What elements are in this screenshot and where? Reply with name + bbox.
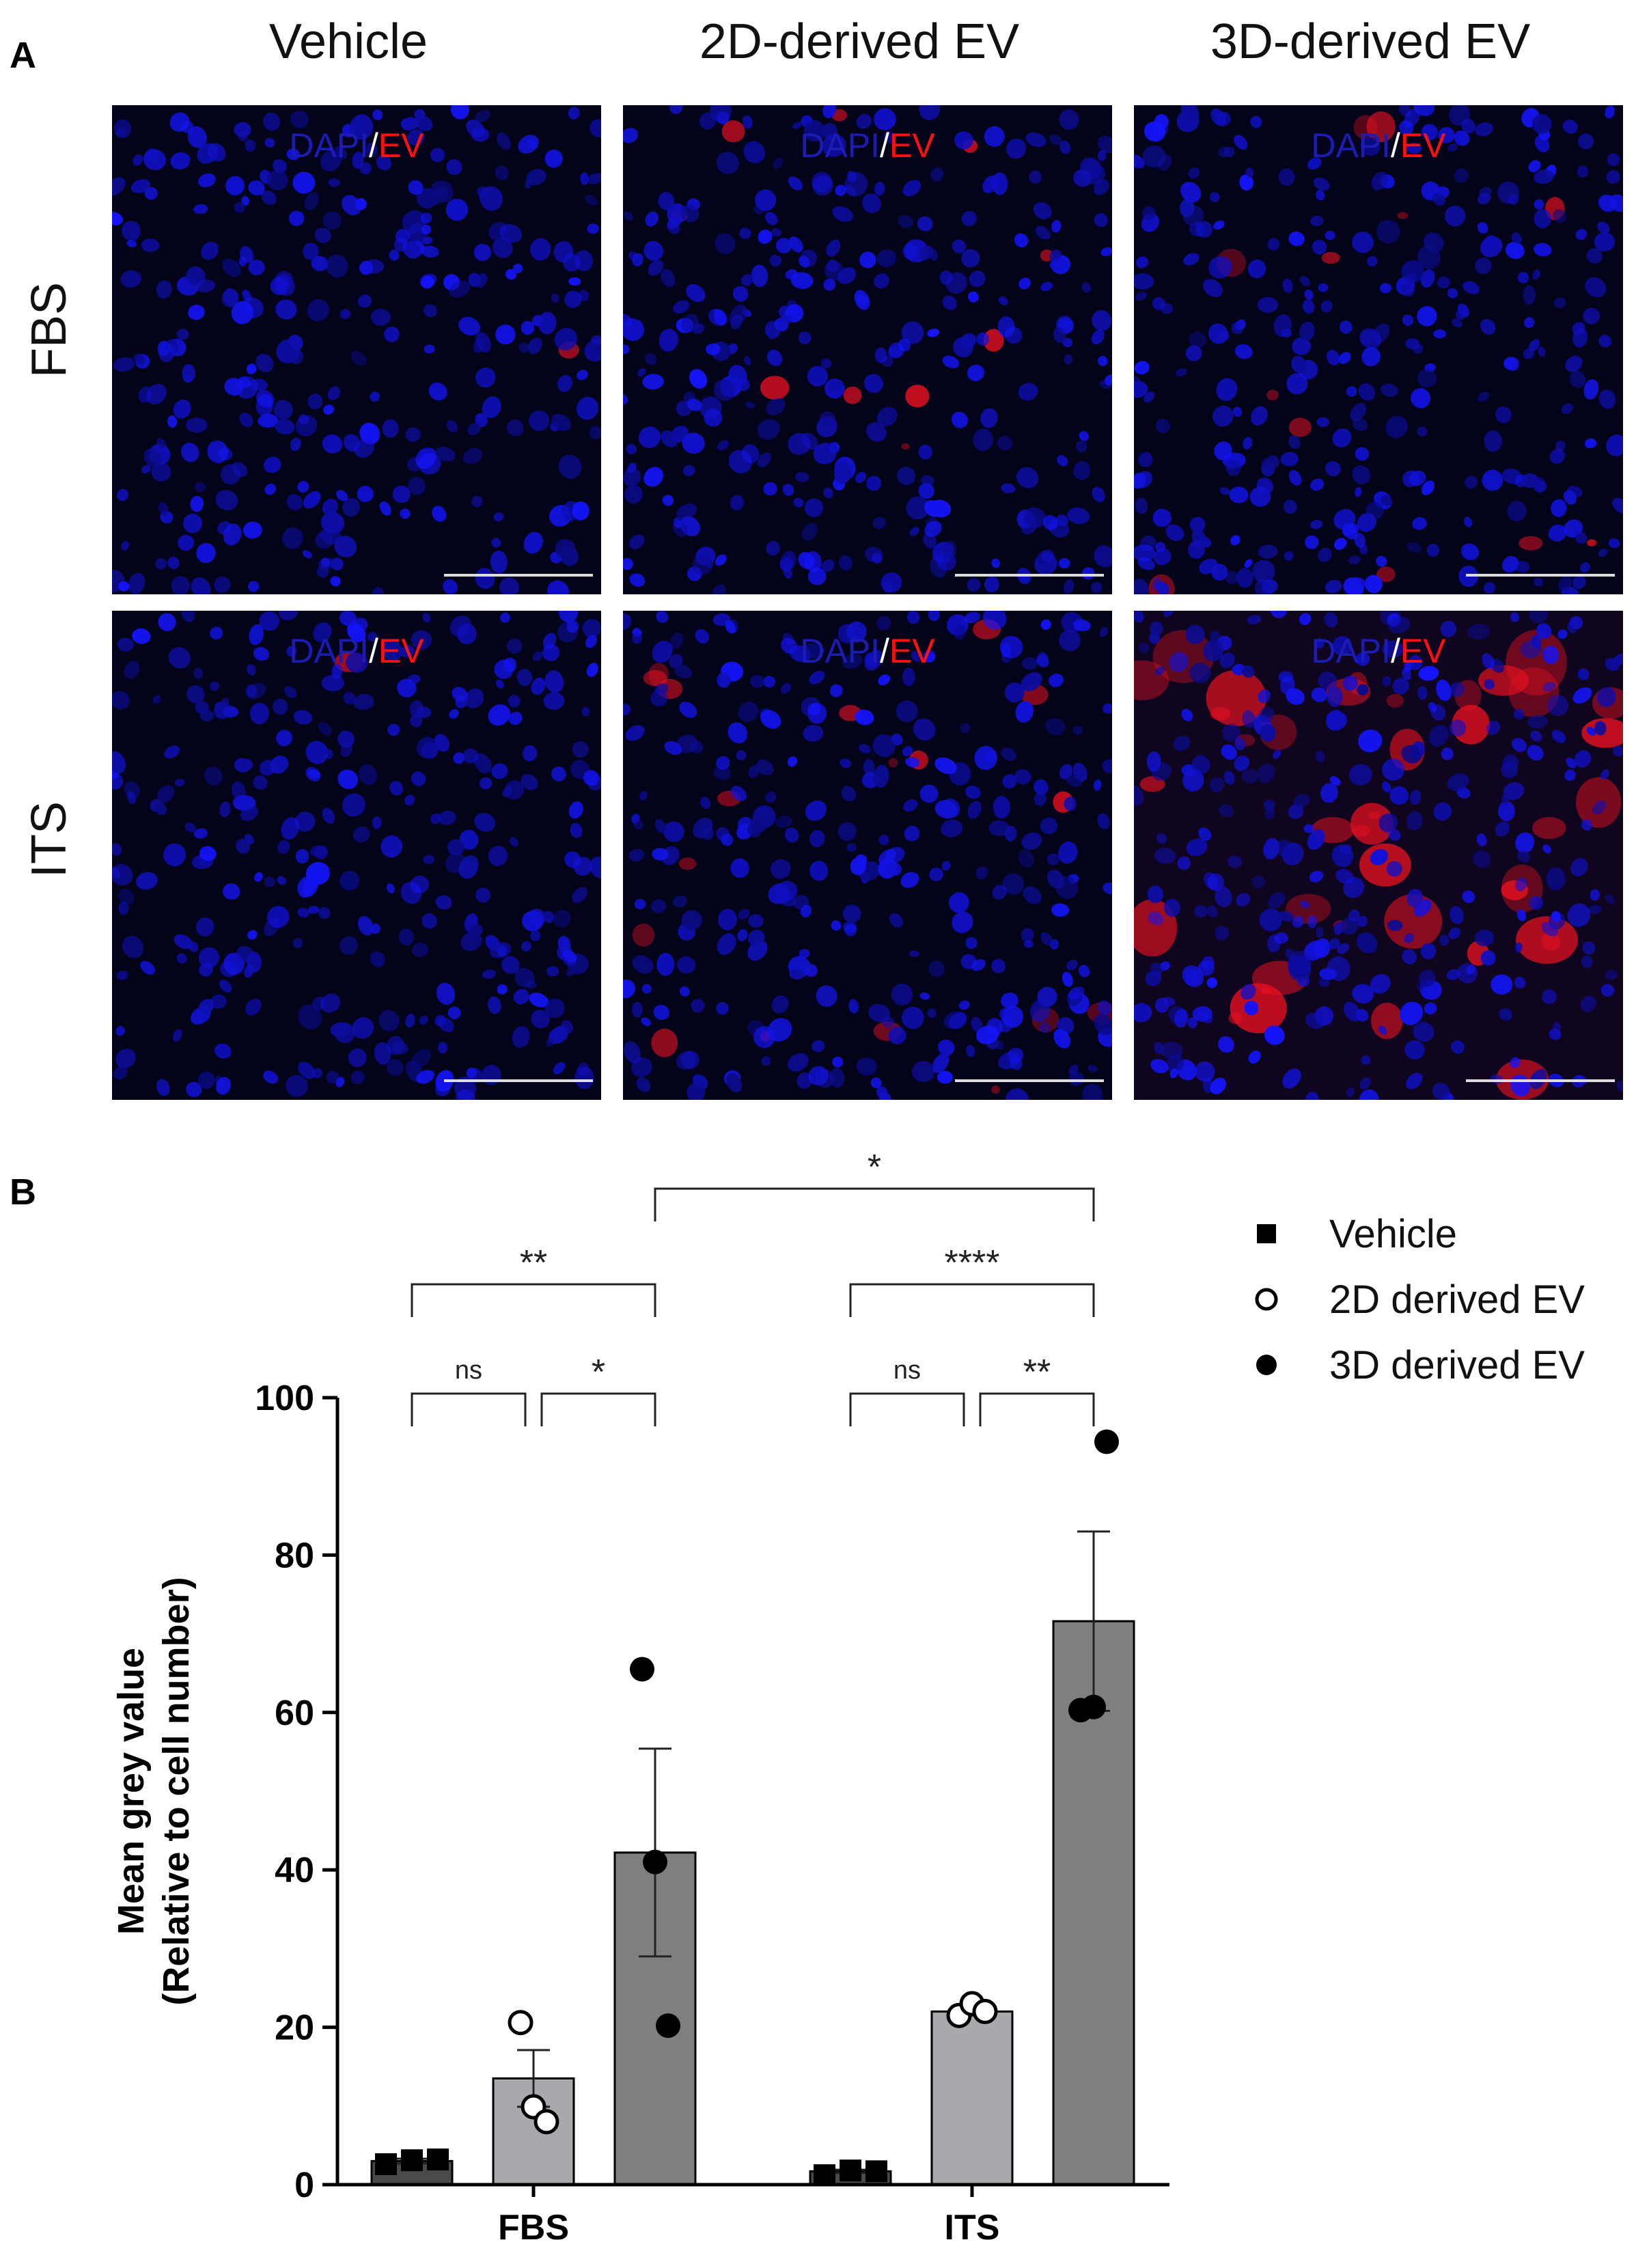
stain-label-slash: /	[369, 126, 378, 165]
significance-bracket-3	[849, 1392, 965, 1426]
stain-label: DAPI/EV	[1134, 126, 1623, 165]
stain-label-ev: EV	[378, 126, 424, 165]
legend-marker-2	[1256, 1355, 1277, 1375]
micrograph-cells	[1134, 611, 1623, 1100]
stain-label-ev: EV	[889, 126, 935, 165]
micrograph-fbs-2d-ev: DAPI/EV	[623, 105, 1112, 594]
y-axis-label-line2: (Relative to cell number)	[156, 1577, 197, 2005]
point-0-0-2	[427, 2148, 449, 2171]
y-tick-label-40: 40	[275, 1851, 314, 1890]
panel-a-letter: A	[10, 35, 36, 76]
significance-label-3: ns	[893, 1356, 921, 1385]
stain-label-slash: /	[880, 126, 889, 165]
x-tick-label-ITS: ITS	[945, 2208, 1000, 2248]
y-tick-label-0: 0	[294, 2166, 314, 2205]
point-2-1-1	[1081, 1694, 1106, 1719]
bar-chart: 0 20 40 60 80 100 FBS ITS Mean grey value (Relati…	[111, 1148, 1585, 2248]
scale-bar	[955, 574, 1104, 577]
stain-label: DAPI/EV	[623, 126, 1112, 165]
stain-label-dapi: DAPI	[1311, 632, 1391, 670]
point-0-0-1	[401, 2149, 423, 2172]
micrograph-its-3d-ev: DAPI/EV	[1134, 611, 1623, 1100]
y-axis-label-line1: Mean grey value	[111, 1648, 152, 1935]
y-tick-label-20: 20	[275, 2008, 314, 2048]
point-1-1-2	[972, 1999, 998, 2025]
point-0-1-1	[840, 2159, 861, 2182]
bar-1-1	[930, 2010, 1014, 2186]
y-tick-label-60: 60	[275, 1693, 314, 1733]
significance-label-2: **	[520, 1243, 547, 1283]
scale-bar	[444, 1079, 593, 1082]
stain-label-dapi: DAPI	[289, 632, 370, 670]
stain-label: DAPI/EV	[112, 126, 601, 165]
stain-label-slash: /	[1391, 126, 1400, 165]
micrograph-cells	[112, 105, 601, 594]
stain-label: DAPI/EV	[112, 631, 601, 671]
legend-marker-0	[1257, 1224, 1276, 1243]
significance-bracket-0	[411, 1392, 527, 1426]
micrograph-cells	[623, 105, 1112, 594]
stain-label-slash: /	[880, 632, 889, 670]
point-1-0-0	[508, 2010, 534, 2036]
row-header-its: ITS	[22, 801, 77, 879]
point-0-1-0	[814, 2164, 835, 2187]
stain-label-dapi: DAPI	[1311, 126, 1391, 165]
significance-bracket-6	[654, 1187, 1095, 1221]
micrograph-cells	[623, 611, 1112, 1100]
stain-label-ev: EV	[889, 632, 935, 670]
point-0-1-2	[865, 2160, 887, 2183]
legend-label-0: Vehicle	[1329, 1212, 1457, 1256]
micrograph-its-vehicle: DAPI/EV	[112, 611, 601, 1100]
column-header-3d-ev: 3D-derived EV	[1210, 14, 1531, 69]
significance-label-0: ns	[455, 1356, 482, 1385]
stain-label-dapi: DAPI	[800, 126, 881, 165]
scale-bar	[1466, 1079, 1615, 1082]
stain-label-ev: EV	[378, 632, 424, 670]
significance-bracket-4	[979, 1392, 1095, 1426]
micrograph-fbs-3d-ev: DAPI/EV	[1134, 105, 1623, 594]
stain-label-dapi: DAPI	[800, 632, 881, 670]
point-2-0-1	[643, 1849, 667, 1875]
stain-label-slash: /	[1391, 632, 1400, 670]
stain-label-ev: EV	[1400, 126, 1446, 165]
row-header-fbs: FBS	[22, 281, 77, 378]
significance-bracket-5	[849, 1283, 1095, 1317]
stain-label: DAPI/EV	[1134, 631, 1623, 671]
x-tick-label-FBS: FBS	[498, 2208, 569, 2248]
significance-label-4: **	[1023, 1353, 1051, 1392]
point-2-0-2	[656, 2013, 680, 2038]
significance-bracket-1	[540, 1392, 656, 1426]
significance-label-5: ****	[945, 1243, 1000, 1283]
micrograph-fbs-vehicle: DAPI/EV	[112, 105, 601, 594]
micrograph-cells	[112, 611, 601, 1100]
significance-label-1: *	[592, 1353, 605, 1392]
scale-bar	[955, 1079, 1104, 1082]
column-header-vehicle: Vehicle	[268, 14, 428, 69]
stain-label: DAPI/EV	[623, 631, 1112, 671]
stain-label-dapi: DAPI	[289, 126, 370, 165]
point-2-0-0	[630, 1657, 654, 1682]
point-0-0-0	[375, 2153, 397, 2176]
legend-label-1: 2D derived EV	[1329, 1277, 1585, 1322]
legend-marker-1	[1255, 1288, 1278, 1311]
y-axis-label: Mean grey value (Relative to cell number)	[111, 1577, 197, 2005]
column-header-2d-ev: 2D-derived EV	[699, 14, 1020, 69]
micrograph-its-2d-ev: DAPI/EV	[623, 611, 1112, 1100]
significance-bracket-2	[411, 1283, 656, 1317]
micrograph-cells	[1134, 105, 1623, 594]
stain-label-slash: /	[369, 632, 378, 670]
stain-label-ev: EV	[1400, 632, 1446, 670]
y-tick-label-80: 80	[275, 1536, 314, 1575]
point-1-0-2	[534, 2109, 559, 2135]
point-2-1-2	[1094, 1429, 1119, 1454]
scale-bar	[444, 574, 593, 577]
y-tick-label-100: 100	[255, 1379, 314, 1418]
legend-label-2: 3D derived EV	[1329, 1343, 1585, 1387]
significance-label-6: *	[868, 1148, 881, 1187]
panel-b-letter: B	[10, 1172, 36, 1213]
scale-bar	[1466, 574, 1615, 577]
